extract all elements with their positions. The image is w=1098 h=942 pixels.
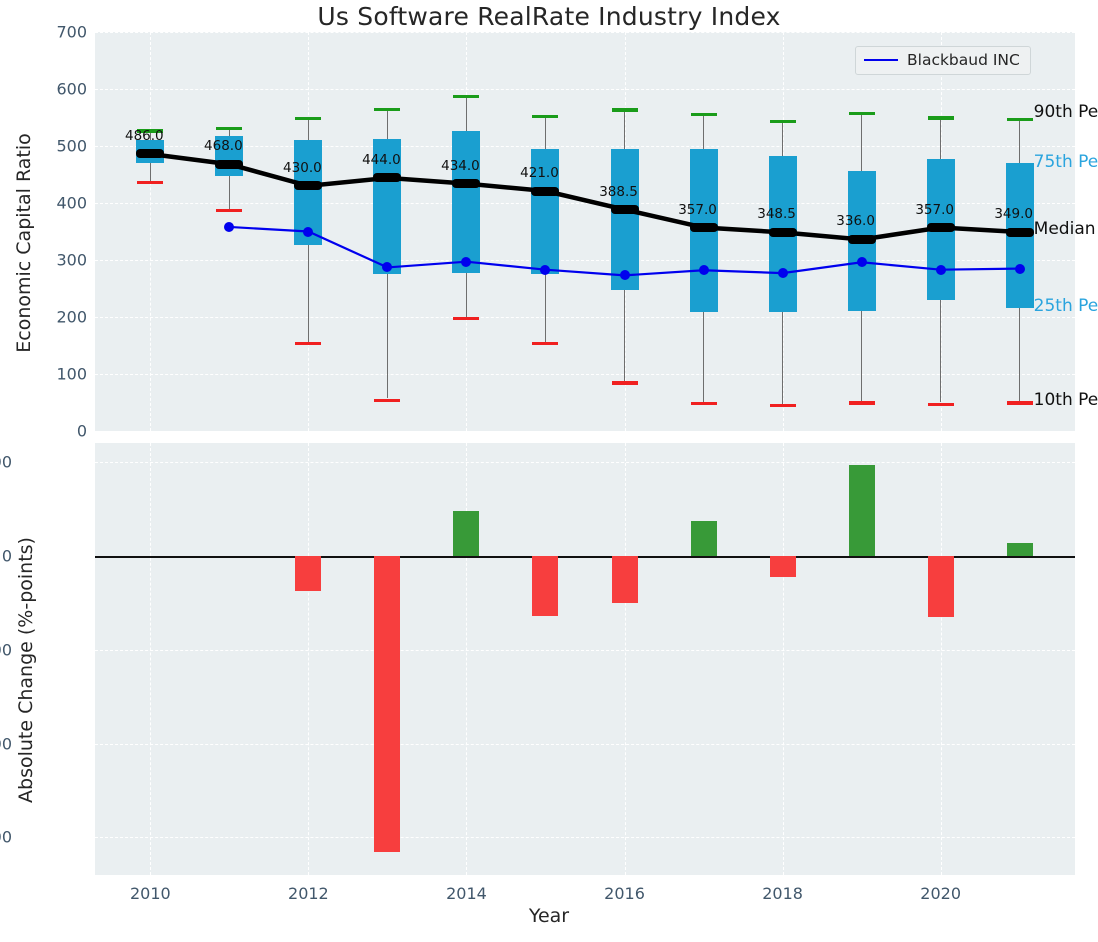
change-bar bbox=[295, 556, 321, 592]
blackbaud-point bbox=[620, 270, 630, 280]
annotation-median: Median bbox=[1034, 219, 1096, 239]
annotation-75th-percentile: 75th Percentile bbox=[1034, 152, 1098, 172]
change-bar bbox=[1007, 543, 1033, 555]
blackbaud-point bbox=[936, 265, 946, 275]
blackbaud-point bbox=[224, 222, 234, 232]
blackbaud-point bbox=[1015, 264, 1025, 274]
change-bar bbox=[691, 521, 717, 555]
blackbaud-point bbox=[382, 262, 392, 272]
plot-layer: 010020030040050060070020000−2000−4000−60… bbox=[0, 0, 1098, 942]
change-bar bbox=[612, 556, 638, 603]
change-bar bbox=[453, 511, 479, 556]
change-bar bbox=[374, 556, 400, 853]
annotation-10th-percentile: 10th Percentile bbox=[1034, 390, 1098, 410]
annotation-90th-percentile: 90th Percentile bbox=[1034, 102, 1098, 122]
figure: Us Software RealRate Industry Index Econ… bbox=[0, 0, 1098, 942]
blackbaud-line bbox=[0, 0, 1098, 942]
legend-label-blackbaud: Blackbaud INC bbox=[907, 51, 1020, 69]
blackbaud-point bbox=[461, 257, 471, 267]
legend-line-swatch bbox=[864, 59, 898, 61]
blackbaud-point bbox=[540, 265, 550, 275]
blackbaud-point bbox=[303, 227, 313, 237]
legend: Blackbaud INC bbox=[855, 46, 1031, 75]
change-bar bbox=[532, 556, 558, 617]
change-bar bbox=[849, 465, 875, 556]
change-bar bbox=[928, 556, 954, 617]
blackbaud-point bbox=[778, 268, 788, 278]
annotation-25th-percentile: 25th Percentile bbox=[1034, 296, 1098, 316]
blackbaud-point bbox=[699, 265, 709, 275]
change-bar bbox=[770, 556, 796, 578]
blackbaud-point bbox=[857, 257, 867, 267]
